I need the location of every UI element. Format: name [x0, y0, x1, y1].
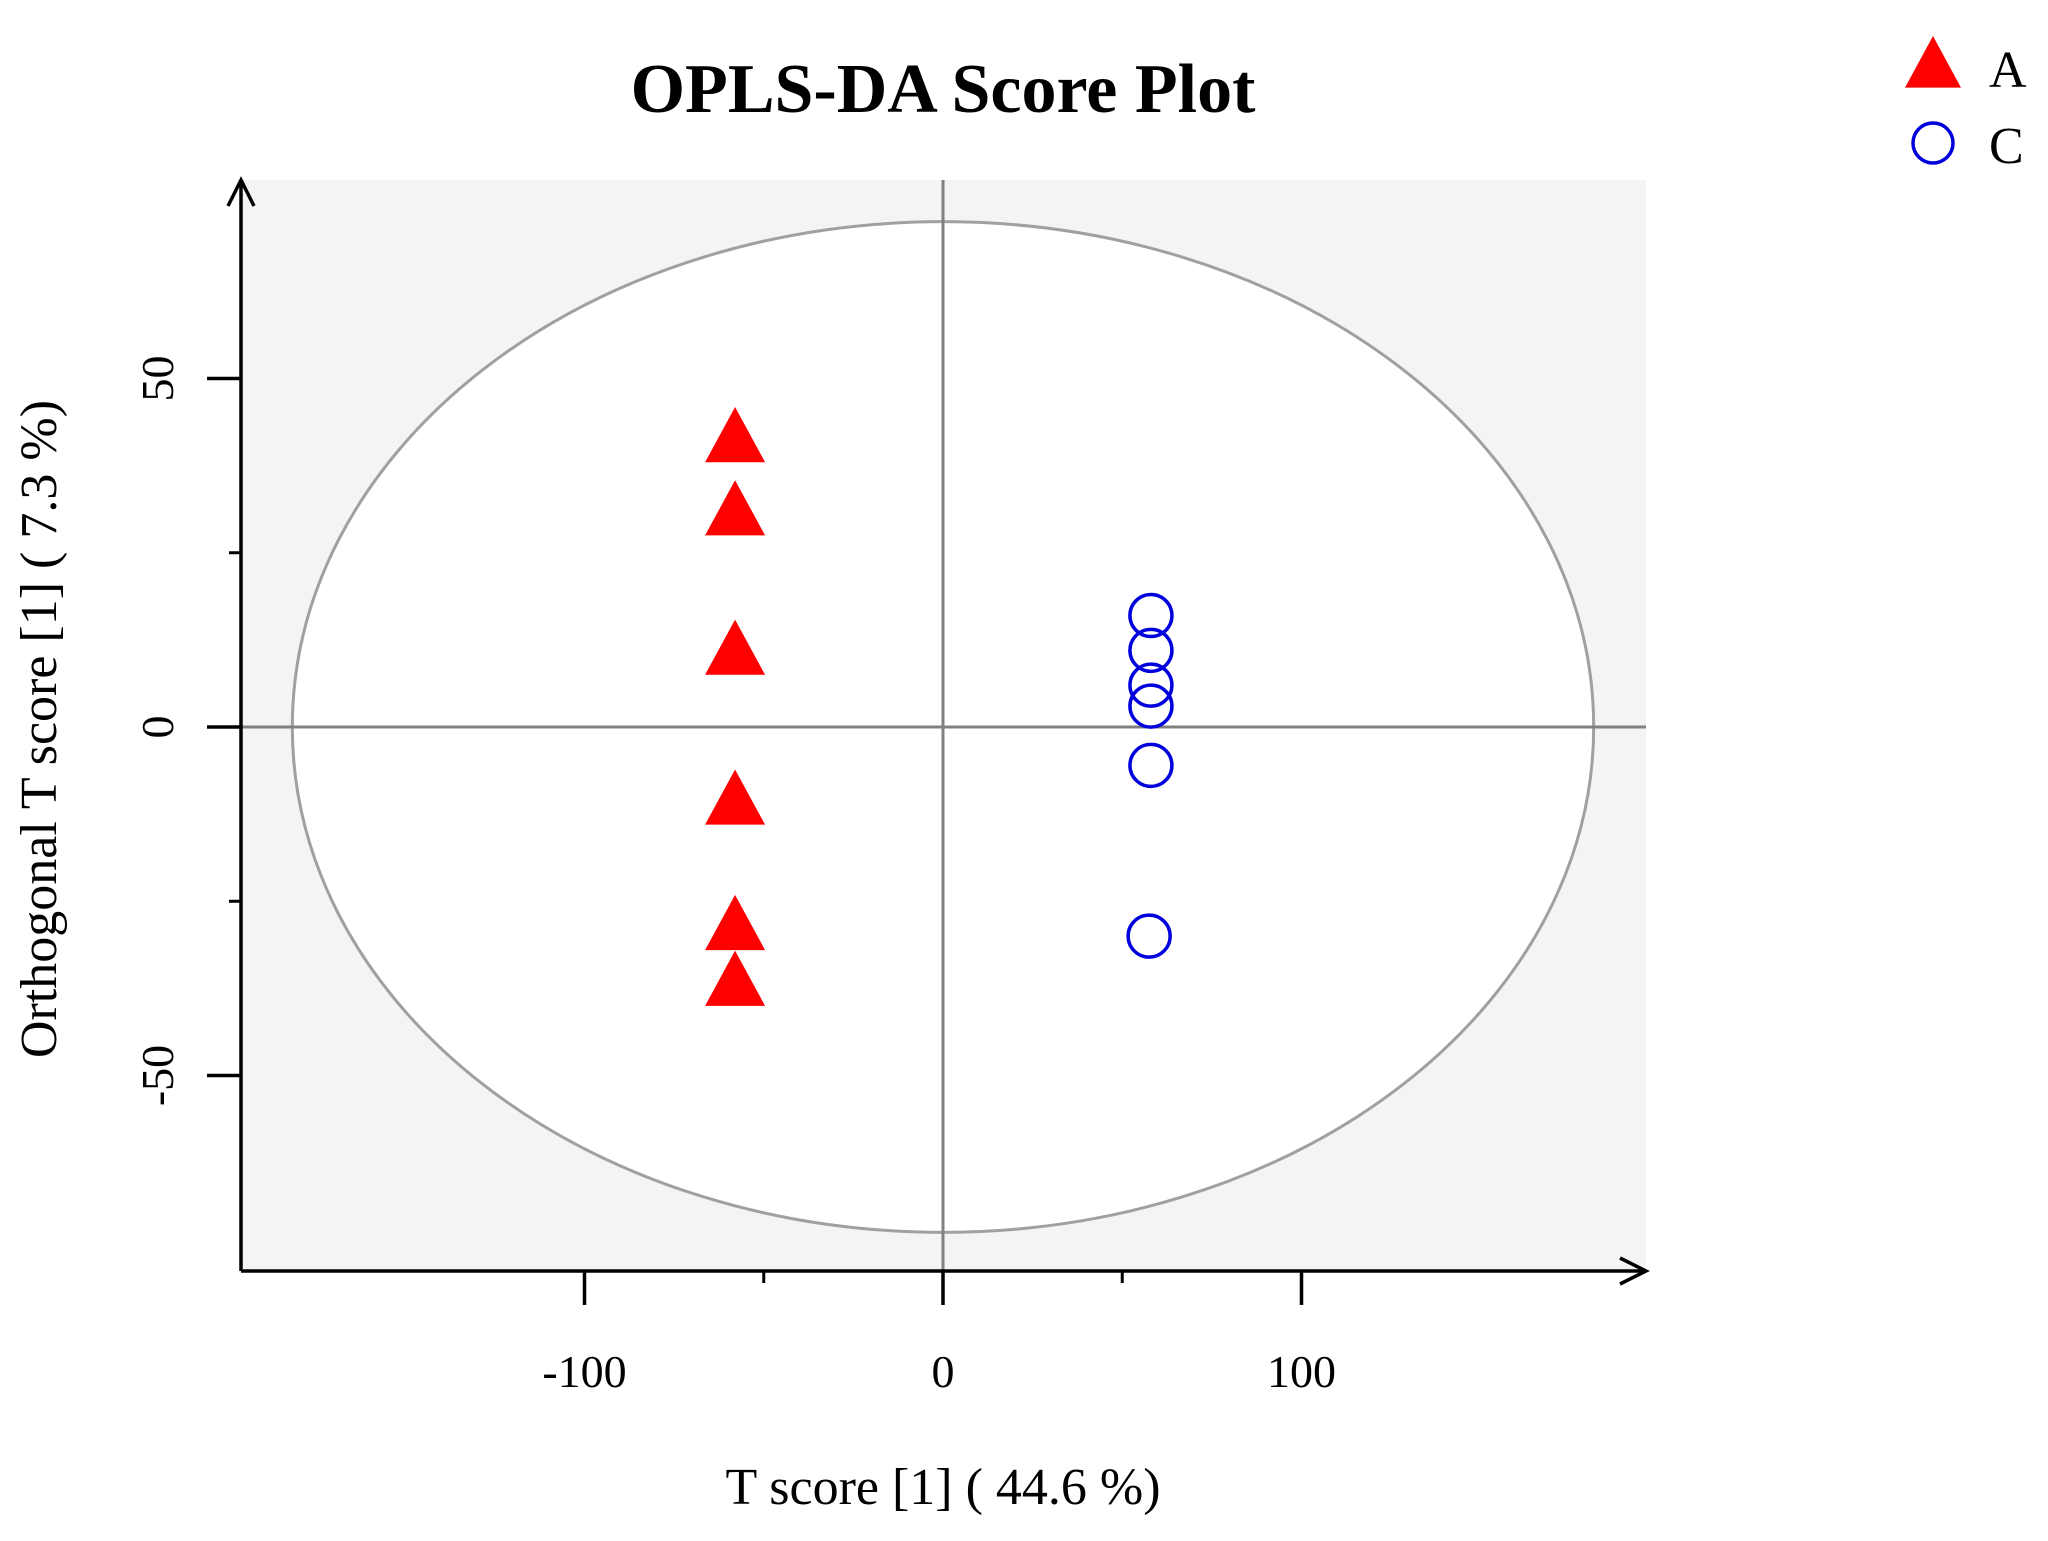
- y-axis: -50 0 50: [132, 176, 256, 1271]
- point-a-3: [705, 619, 766, 675]
- x-axis: -100 0 100: [241, 1256, 1650, 1397]
- y-axis-label: Orthogonal T score [1] ( 7.3 %): [11, 400, 68, 1058]
- x-axis-arrowhead: [1619, 1256, 1650, 1286]
- x-tick-label: 0: [932, 1346, 955, 1397]
- y-tick-label: 0: [132, 716, 183, 739]
- chart-title: OPLS-DA Score Plot: [631, 51, 1256, 128]
- data-points: [705, 407, 1174, 1006]
- point-a-1: [705, 407, 766, 463]
- point-a-4: [705, 769, 766, 825]
- legend-marker-a-triangle: [1905, 36, 1961, 88]
- y-axis-ticks: -50 0 50: [132, 356, 241, 1106]
- y-axis-arrowhead: [226, 176, 256, 207]
- legend-marker-c-circle: [1911, 121, 1955, 165]
- y-tick-label: 50: [132, 356, 183, 402]
- point-c-4: [1128, 683, 1174, 729]
- x-axis-ticks: -100 0 100: [542, 1271, 1336, 1397]
- point-a-6: [705, 950, 766, 1006]
- point-c-6: [1126, 913, 1172, 959]
- x-axis-label: T score [1] ( 44.6 %): [725, 1459, 1160, 1516]
- point-a-2: [705, 480, 766, 536]
- x-tick-label: 100: [1267, 1346, 1336, 1397]
- point-c-1: [1128, 592, 1174, 639]
- point-c-5: [1128, 742, 1174, 789]
- point-c-2: [1128, 627, 1174, 674]
- legend: A C: [1905, 36, 2027, 175]
- point-c-3: [1128, 662, 1174, 708]
- y-tick-label: -50: [132, 1045, 183, 1106]
- point-a-5: [705, 894, 766, 951]
- legend-label-a: A: [1989, 42, 2027, 99]
- legend-label-c: C: [1989, 118, 2024, 175]
- x-tick-label: -100: [542, 1346, 626, 1397]
